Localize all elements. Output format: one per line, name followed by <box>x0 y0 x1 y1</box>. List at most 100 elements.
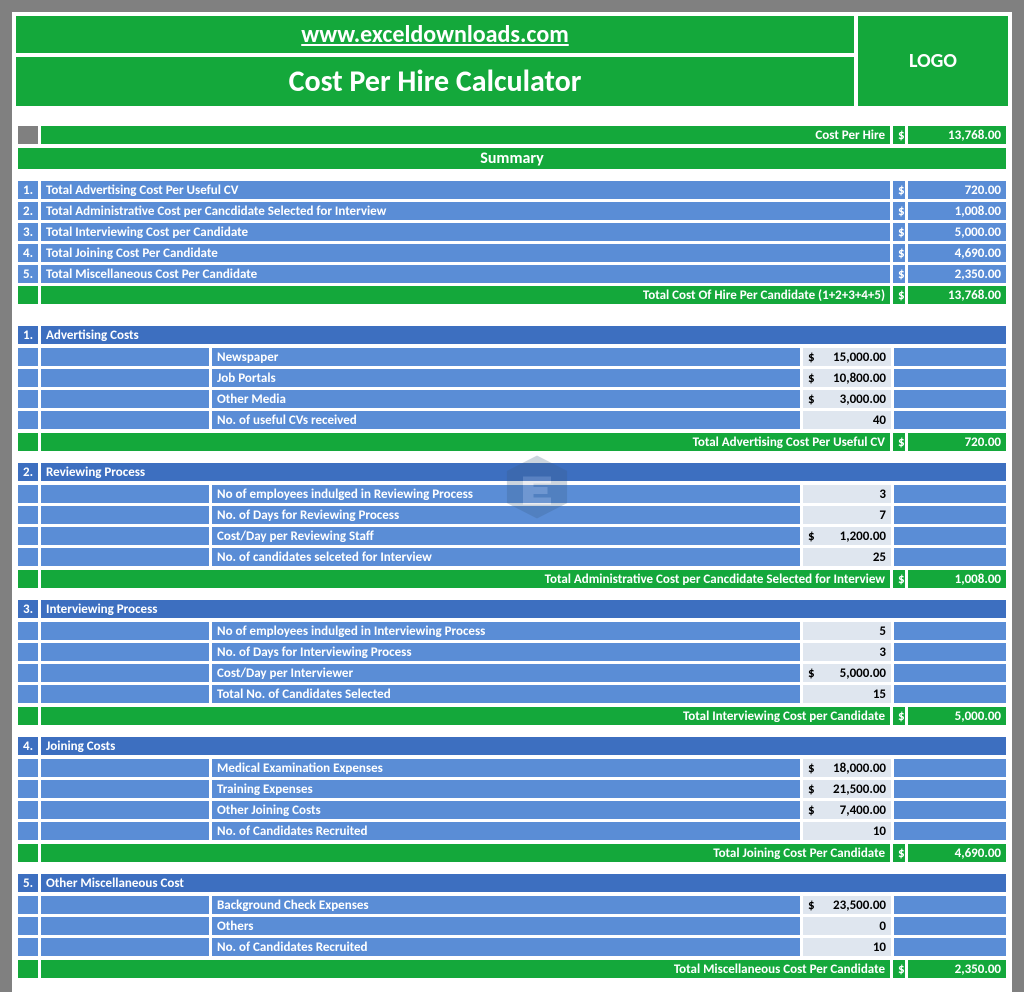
section-total-value: 2,350.00 <box>907 959 1007 979</box>
input-value[interactable]: $21,500.00 <box>802 779 892 799</box>
input-value[interactable]: 15 <box>802 684 892 704</box>
section-header: 1.Advertising Costs <box>16 324 1008 346</box>
summary-row-label: Total Joining Cost Per Candidate <box>40 243 891 263</box>
input-value[interactable]: 10 <box>802 937 892 957</box>
summary-row-num: 1. <box>17 180 39 200</box>
input-label: Background Check Expenses <box>211 895 801 915</box>
section-total: Total Advertising Cost Per Useful CV$720… <box>16 431 1008 453</box>
section-num: 3. <box>17 599 39 619</box>
input-value[interactable]: $23,500.00 <box>802 895 892 915</box>
summary-row-value: 1,008.00 <box>907 201 1007 221</box>
input-label: Job Portals <box>211 368 801 388</box>
input-label: Training Expenses <box>211 779 801 799</box>
section-header: 3.Interviewing Process <box>16 598 1008 620</box>
input-label: Others <box>211 916 801 936</box>
section-title: Reviewing Process <box>40 462 1007 482</box>
input-label: No of employees indulged in Reviewing Pr… <box>211 484 801 504</box>
summary-row-label: Total Administrative Cost per Cancdidate… <box>40 201 891 221</box>
section-total: Total Miscellaneous Cost Per Candidate$2… <box>16 958 1008 980</box>
input-label: No of employees indulged in Interviewing… <box>211 621 801 641</box>
input-value[interactable]: $15,000.00 <box>802 347 892 367</box>
section-total-label: Total Miscellaneous Cost Per Candidate <box>40 959 891 979</box>
input-value[interactable]: 3 <box>802 484 892 504</box>
summary-row-value: 5,000.00 <box>907 222 1007 242</box>
input-value[interactable]: 25 <box>802 547 892 567</box>
document-frame: www.exceldownloads.com Cost Per Hire Cal… <box>0 0 1024 992</box>
section-total-label: Total Administrative Cost per Cancdidate… <box>40 569 891 589</box>
input-value[interactable]: 5 <box>802 621 892 641</box>
input-value[interactable]: 40 <box>802 410 892 430</box>
summary-total-currency: $ <box>892 285 906 305</box>
summary-row-currency: $ <box>892 264 906 284</box>
section-total-value: 720.00 <box>907 432 1007 452</box>
input-label: Total No. of Candidates Selected <box>211 684 801 704</box>
section-total-currency: $ <box>892 432 906 452</box>
input-label: Other Joining Costs <box>211 800 801 820</box>
section-total-value: 5,000.00 <box>907 706 1007 726</box>
summary-row-num: 3. <box>17 222 39 242</box>
section-num: 1. <box>17 325 39 345</box>
section-total: Total Administrative Cost per Cancdidate… <box>16 568 1008 590</box>
logo-placeholder: LOGO <box>858 16 1008 106</box>
section-header: 4.Joining Costs <box>16 735 1008 757</box>
header-url[interactable]: www.exceldownloads.com <box>16 16 854 53</box>
input-value[interactable]: 3 <box>802 642 892 662</box>
section-total-currency: $ <box>892 706 906 726</box>
summary-row-num: 2. <box>17 201 39 221</box>
input-label: Cost/Day per Reviewing Staff <box>211 526 801 546</box>
summary-total-value: 13,768.00 <box>907 285 1007 305</box>
input-value[interactable]: 7 <box>802 505 892 525</box>
section-body: Newspaper$15,000.00Job Portals$10,800.00… <box>16 346 1008 431</box>
section-title: Interviewing Process <box>40 599 1007 619</box>
input-label: No. of Days for Reviewing Process <box>211 505 801 525</box>
input-label: No. of Days for Interviewing Process <box>211 642 801 662</box>
section-title: Advertising Costs <box>40 325 1007 345</box>
summary-table: 1.Total Advertising Cost Per Useful CV$7… <box>16 179 1008 306</box>
input-value[interactable]: 10 <box>802 821 892 841</box>
summary-row-currency: $ <box>892 180 906 200</box>
input-value[interactable]: $1,200.00 <box>802 526 892 546</box>
input-value[interactable]: $3,000.00 <box>802 389 892 409</box>
summary-row-label: Total Miscellaneous Cost Per Candidate <box>40 264 891 284</box>
cph-row: Cost Per Hire $ 13,768.00 <box>16 124 1008 146</box>
section-total-label: Total Joining Cost Per Candidate <box>40 843 891 863</box>
input-label: No. of candidates selceted for Interview <box>211 547 801 567</box>
section-num: 5. <box>17 873 39 893</box>
summary-row-num: 4. <box>17 243 39 263</box>
section-title: Other Miscellaneous Cost <box>40 873 1007 893</box>
input-value[interactable]: $7,400.00 <box>802 800 892 820</box>
summary-row-label: Total Advertising Cost Per Useful CV <box>40 180 891 200</box>
cph-currency: $ <box>892 125 906 145</box>
summary-row-currency: $ <box>892 222 906 242</box>
section-body: Background Check Expenses$23,500.00Other… <box>16 894 1008 958</box>
section-total-label: Total Interviewing Cost per Candidate <box>40 706 891 726</box>
section-num: 2. <box>17 462 39 482</box>
summary-row-num: 5. <box>17 264 39 284</box>
summary-row-currency: $ <box>892 243 906 263</box>
section-total-currency: $ <box>892 843 906 863</box>
input-label: Other Media <box>211 389 801 409</box>
summary-row-label: Total Interviewing Cost per Candidate <box>40 222 891 242</box>
input-value[interactable]: $5,000.00 <box>802 663 892 683</box>
cph-label: Cost Per Hire <box>40 125 891 145</box>
input-label: Medical Examination Expenses <box>211 758 801 778</box>
section-total: Total Joining Cost Per Candidate$4,690.0… <box>16 842 1008 864</box>
section-body: No of employees indulged in Interviewing… <box>16 620 1008 705</box>
section-header: 2.Reviewing Process <box>16 461 1008 483</box>
input-value[interactable]: $10,800.00 <box>802 368 892 388</box>
input-label: No. of useful CVs received <box>211 410 801 430</box>
section-body: No of employees indulged in Reviewing Pr… <box>16 483 1008 568</box>
summary-row-value: 4,690.00 <box>907 243 1007 263</box>
input-value[interactable]: 0 <box>802 916 892 936</box>
cph-value: 13,768.00 <box>907 125 1007 145</box>
summary-total-label: Total Cost Of Hire Per Candidate (1+2+3+… <box>40 285 891 305</box>
input-value[interactable]: $18,000.00 <box>802 758 892 778</box>
section-total: Total Interviewing Cost per Candidate$5,… <box>16 705 1008 727</box>
page-title: Cost Per Hire Calculator <box>16 57 854 106</box>
input-label: No. of Candidates Recruited <box>211 821 801 841</box>
section-total-currency: $ <box>892 569 906 589</box>
input-label: No. of Candidates Recruited <box>211 937 801 957</box>
section-total-value: 4,690.00 <box>907 843 1007 863</box>
input-label: Newspaper <box>211 347 801 367</box>
summary-row-value: 720.00 <box>907 180 1007 200</box>
